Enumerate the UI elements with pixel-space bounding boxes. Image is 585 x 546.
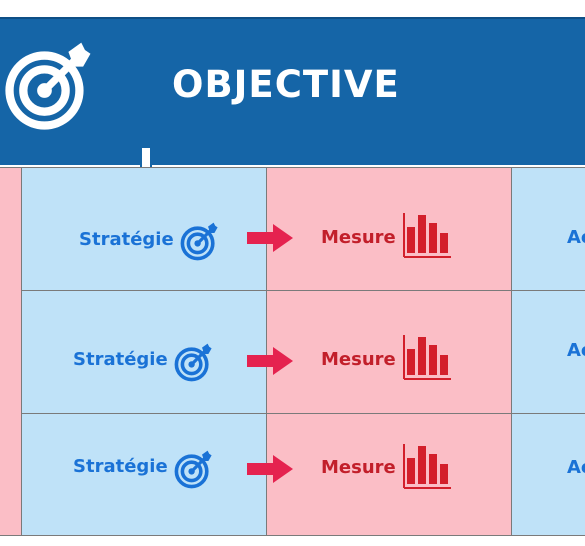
action-label: Ac bbox=[567, 457, 585, 478]
bar-chart-icon bbox=[403, 213, 451, 259]
action-cell bbox=[511, 167, 585, 291]
target-arrow-icon bbox=[4, 39, 96, 131]
action-label: Ac bbox=[567, 340, 585, 361]
strategy-grid: Stratégie Mesure Ac Stratégie Mesure Ac … bbox=[0, 167, 585, 536]
strategy-cell bbox=[21, 167, 267, 291]
measure-label: Mesure bbox=[321, 227, 396, 248]
action-label: Ac bbox=[567, 227, 585, 248]
strategy-cell bbox=[21, 413, 267, 536]
objective-title: OBJECTIVE bbox=[172, 63, 400, 106]
bar-chart-icon bbox=[403, 444, 451, 490]
measure-label: Mesure bbox=[321, 349, 396, 370]
action-cell bbox=[511, 290, 585, 414]
bar-chart-icon bbox=[403, 335, 451, 381]
target-arrow-icon bbox=[174, 449, 214, 489]
objective-header: OBJECTIVE bbox=[0, 17, 585, 165]
left-strip-cell bbox=[0, 167, 22, 536]
strategy-label: Stratégie bbox=[73, 456, 168, 477]
strategy-cell bbox=[21, 290, 267, 414]
action-cell bbox=[511, 413, 585, 536]
right-arrow-icon bbox=[247, 347, 293, 375]
strategy-label: Stratégie bbox=[79, 229, 174, 250]
measure-label: Mesure bbox=[321, 457, 396, 478]
right-arrow-icon bbox=[247, 455, 293, 483]
target-arrow-icon bbox=[180, 221, 220, 261]
target-arrow-icon bbox=[174, 342, 214, 382]
measure-cell bbox=[266, 413, 512, 536]
right-arrow-icon bbox=[247, 224, 293, 252]
strategy-label: Stratégie bbox=[73, 349, 168, 370]
